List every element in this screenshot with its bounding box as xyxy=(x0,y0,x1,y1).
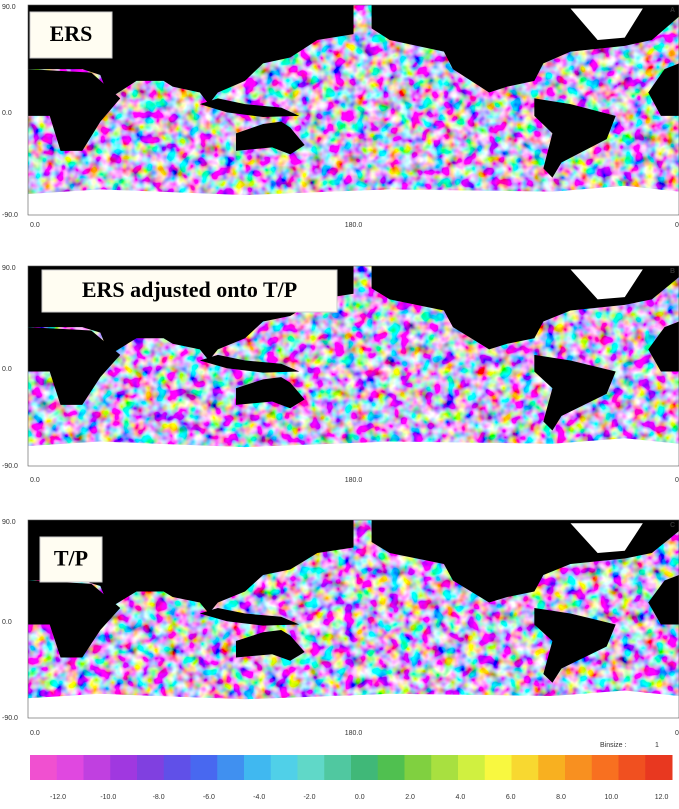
colorbar-cell xyxy=(592,755,619,780)
colorbar-tick-label: -8.0 xyxy=(153,794,165,801)
colorbar-cell xyxy=(431,755,458,780)
lat-tick-label: 90.0 xyxy=(2,265,16,272)
colorbar-cell xyxy=(244,755,271,780)
colorbar-cell xyxy=(84,755,111,780)
colorbar-tick-label: 6.0 xyxy=(506,794,516,801)
colorbar-cell xyxy=(271,755,298,780)
panel-label: ERS xyxy=(50,21,93,46)
lon-tick-label: 0.0 xyxy=(30,222,40,229)
colorbar-cell xyxy=(458,755,485,780)
colorbar-cell xyxy=(512,755,539,780)
lon-tick-label: 180.0 xyxy=(345,222,363,229)
lat-tick-label: 0.0 xyxy=(2,366,12,373)
colorbar-tick-label: -4.0 xyxy=(253,794,265,801)
colorbar-cell xyxy=(538,755,565,780)
colorbar-cell xyxy=(324,755,351,780)
colorbar-cell xyxy=(30,755,57,780)
colorbar-tick-label: -12.0 xyxy=(50,794,66,801)
colorbar-cell xyxy=(619,755,646,780)
figure: 90.0 0.0 -90.0 0.0 180.0 0. A ERS 90.0 0.0 -90.0 0.… xyxy=(0,0,679,804)
colorbar-cell xyxy=(405,755,432,780)
colorbar-tick-label: 12.0 xyxy=(655,794,669,801)
colorbar-cell xyxy=(164,755,191,780)
colorbar-tick-label: -6.0 xyxy=(203,794,215,801)
lon-tick-label: 0.0 xyxy=(30,730,40,737)
panel-label: T/P xyxy=(54,546,88,571)
colorbar-tick-label: -2.0 xyxy=(303,794,315,801)
colorbar-tick-label: 4.0 xyxy=(456,794,466,801)
panel-letter: B xyxy=(670,268,675,275)
colorbar-cell xyxy=(645,755,672,780)
colorbar-cell xyxy=(351,755,378,780)
colorbar-cell xyxy=(378,755,405,780)
lon-tick-label: 0. xyxy=(675,222,679,229)
lon-tick-label: 0. xyxy=(675,477,679,484)
colorbar-cell xyxy=(110,755,137,780)
lat-tick-label: -90.0 xyxy=(2,715,18,722)
colorbar-tick-label: 2.0 xyxy=(405,794,415,801)
colorbar-cell xyxy=(565,755,592,780)
lat-tick-label: 0.0 xyxy=(2,110,12,117)
panel-letter: C xyxy=(670,522,675,529)
colorbar-cell xyxy=(57,755,84,780)
binsize-label: Binsize : xyxy=(600,742,627,749)
binsize-value: 1 xyxy=(655,742,659,749)
colorbar-cell xyxy=(485,755,512,780)
lat-tick-label: 0.0 xyxy=(2,619,12,626)
colorbar-cell xyxy=(298,755,325,780)
panel-letter: A xyxy=(670,7,675,14)
colorbar-tick-label: 8.0 xyxy=(556,794,566,801)
colorbar-cell xyxy=(217,755,244,780)
colorbar-cell xyxy=(137,755,164,780)
lat-tick-label: -90.0 xyxy=(2,212,18,219)
lon-tick-label: 0. xyxy=(675,730,679,737)
colorbar-cell xyxy=(191,755,218,780)
colorbar-tick-label: 10.0 xyxy=(604,794,618,801)
lon-tick-label: 180.0 xyxy=(345,730,363,737)
lat-tick-label: 90.0 xyxy=(2,4,16,11)
colorbar-tick-label: -10.0 xyxy=(100,794,116,801)
panel-label: ERS adjusted onto T/P xyxy=(82,277,297,302)
lon-tick-label: 0.0 xyxy=(30,477,40,484)
lat-tick-label: -90.0 xyxy=(2,463,18,470)
lat-tick-label: 90.0 xyxy=(2,519,16,526)
lon-tick-label: 180.0 xyxy=(345,477,363,484)
colorbar-tick-label: 0.0 xyxy=(355,794,365,801)
